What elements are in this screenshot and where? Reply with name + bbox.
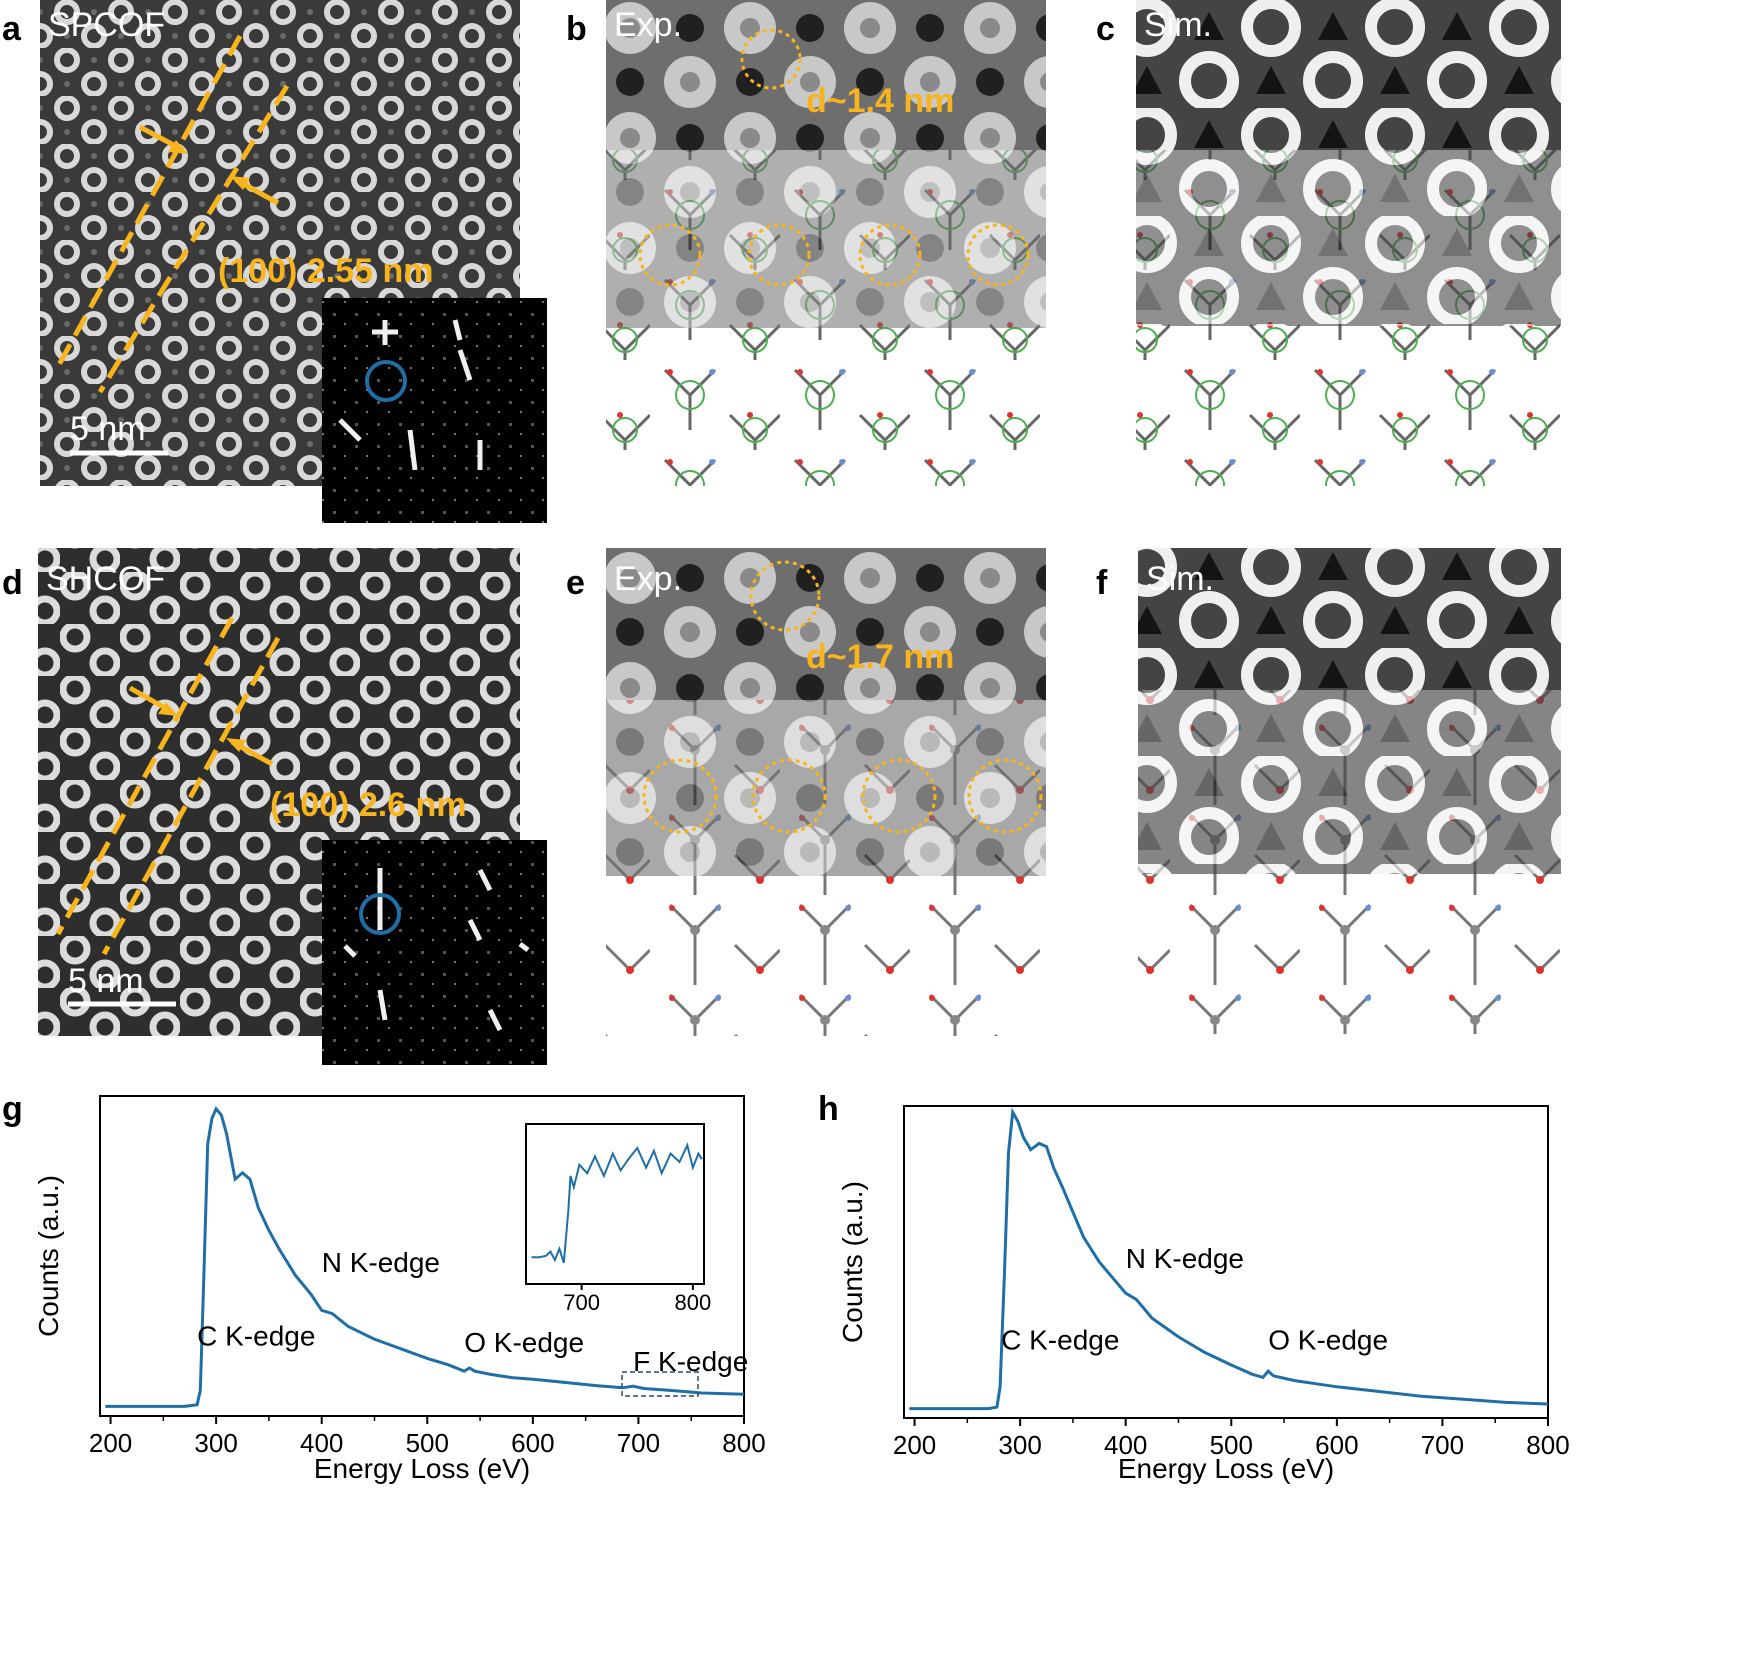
h-x-tick-label: 500 xyxy=(1210,1430,1253,1460)
panel-letter-b: b xyxy=(566,10,587,48)
series-line-g xyxy=(105,1105,745,1408)
g-annotation: O K-edge xyxy=(464,1327,584,1358)
scale-label-d: 5 nm xyxy=(68,962,144,1000)
chart-h: h 200 300 400 500 600 700 800 C K-edge N K-edge… xyxy=(818,1090,1570,1484)
h-x-tick-label: 700 xyxy=(1421,1430,1464,1460)
panel-a: 5 nm SPCOF (100) 2.55 nm a xyxy=(2,0,547,523)
image-label-e: Exp. xyxy=(614,560,682,598)
measure-label-d: (100) 2.6 nm xyxy=(270,786,467,824)
h-annotation: N K-edge xyxy=(1126,1243,1244,1274)
arrowhead-a2 xyxy=(230,176,250,190)
x-axis-title-h: Energy Loss (eV) xyxy=(1118,1453,1334,1484)
inset-x-tick-label: 700 xyxy=(563,1290,600,1315)
fft-spots-d xyxy=(343,868,530,1032)
plot-frame-h xyxy=(903,1105,1549,1419)
pore-circle-e-1 xyxy=(642,758,718,834)
g-annotation: C K-edge xyxy=(197,1321,315,1352)
h-annotation: O K-edge xyxy=(1268,1324,1388,1355)
overlay-structure-c xyxy=(1136,150,1561,326)
overlay-structure-e xyxy=(606,700,1046,876)
panel-d: 5 nm SHCOF (100) 2.6 nm d xyxy=(2,548,547,1065)
g-x-tick-label: 500 xyxy=(406,1428,449,1458)
overlay-structure-b xyxy=(606,150,1046,328)
image-label-a: SPCOF xyxy=(48,6,165,44)
image-label-c: Sim. xyxy=(1144,6,1212,44)
pore-circle-e-4 xyxy=(967,758,1043,834)
plot-frame-g xyxy=(99,1095,745,1417)
overlay-structure-f xyxy=(1138,690,1561,874)
panel-letter-c: c xyxy=(1096,10,1115,48)
g-annotation: F K-edge xyxy=(633,1346,748,1377)
chart-g: g 200 300 400 500 600 700 800 C K-edge N K-edge… xyxy=(2,1090,766,1484)
pore-circle-b-2 xyxy=(747,223,811,287)
arrowhead-a1 xyxy=(168,140,188,154)
pore-circle-b-top xyxy=(740,28,802,90)
panel-f: Sim. f xyxy=(1096,548,1561,1034)
series-line-h xyxy=(909,1107,1549,1411)
image-label-d: SHCOF xyxy=(46,560,165,598)
g-x-tick-label: 700 xyxy=(617,1428,660,1458)
lattice-line-d2 xyxy=(101,636,281,956)
lattice-line-a2 xyxy=(97,84,290,394)
pore-circle-b-1 xyxy=(638,223,702,287)
fft-inset-d xyxy=(322,840,547,1065)
zoom-box-g xyxy=(621,1371,699,1397)
structure-model-e xyxy=(606,876,1046,1036)
structure-model-f xyxy=(1138,874,1561,1034)
x-axis-title-g: Energy Loss (eV) xyxy=(314,1453,530,1484)
measure-label-b: d~1.4 nm xyxy=(806,82,954,120)
arrowhead-d1 xyxy=(158,702,178,716)
measure-label-e: d~1.7 nm xyxy=(806,638,954,676)
fft-inset-a xyxy=(322,298,547,523)
g-x-tick-label: 600 xyxy=(511,1428,554,1458)
pore-circle-b-4 xyxy=(966,223,1030,287)
measure-label-a: (100) 2.55 nm xyxy=(218,252,433,290)
h-x-tick-label: 800 xyxy=(1526,1430,1569,1460)
fft-circle-a xyxy=(365,360,407,402)
panel-letter-h: h xyxy=(818,1090,839,1128)
image-label-f: Sim. xyxy=(1146,560,1214,598)
panel-e: Exp. d~1.7 nm e xyxy=(566,548,1046,1036)
pore-circle-e-2 xyxy=(751,758,827,834)
inset-series-line-g xyxy=(531,1142,703,1264)
arrowhead-d2 xyxy=(226,738,246,752)
pore-circle-b-3 xyxy=(858,223,922,287)
pore-circle-e-top xyxy=(749,560,821,632)
fft-spots-a xyxy=(338,319,483,471)
panel-letter-a: a xyxy=(2,10,22,48)
g-annotation: N K-edge xyxy=(322,1247,440,1278)
pore-circle-e-3 xyxy=(861,758,937,834)
inset-x-tick-label: 800 xyxy=(675,1290,712,1315)
h-x-tick-label: 600 xyxy=(1315,1430,1358,1460)
scale-label-a: 5 nm xyxy=(70,410,146,448)
g-x-tick-label: 200 xyxy=(89,1428,132,1458)
panel-letter-e: e xyxy=(566,564,585,602)
y-axis-title-h: Counts (a.u.) xyxy=(837,1181,868,1343)
lattice-line-d1 xyxy=(55,616,235,936)
g-x-tick-label: 400 xyxy=(300,1428,343,1458)
g-x-tick-label: 300 xyxy=(194,1428,237,1458)
panel-letter-f: f xyxy=(1096,564,1108,602)
panel-b: Exp. d~1.4 nm b xyxy=(566,0,1046,486)
fft-circle-d xyxy=(359,893,401,935)
inset-frame-g xyxy=(525,1123,705,1285)
h-x-tick-label: 400 xyxy=(1104,1430,1147,1460)
g-x-tick-label: 800 xyxy=(722,1428,765,1458)
structure-model-c xyxy=(1136,326,1561,486)
structure-model-b xyxy=(606,328,1046,486)
h-annotation: C K-edge xyxy=(1001,1324,1119,1355)
h-x-tick-label: 300 xyxy=(998,1430,1041,1460)
panel-letter-g: g xyxy=(2,1090,23,1128)
h-x-tick-label: 200 xyxy=(893,1430,936,1460)
panel-letter-d: d xyxy=(2,564,23,602)
panel-c: Sim. c xyxy=(1096,0,1561,486)
image-label-b: Exp. xyxy=(614,6,682,44)
y-axis-title-g: Counts (a.u.) xyxy=(33,1175,64,1337)
